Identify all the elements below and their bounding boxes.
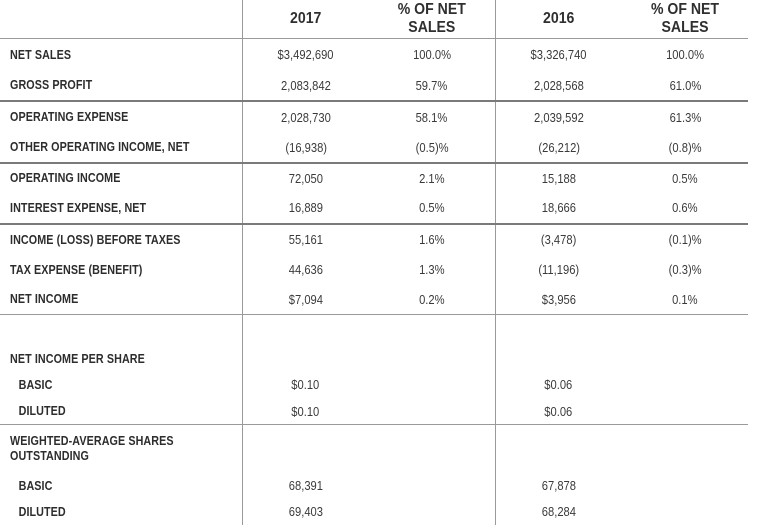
- pct-2016: 100.0%: [666, 47, 704, 63]
- pct-2017: 1.3%: [418, 262, 445, 277]
- shares-diluted-2017: 69,403: [288, 504, 323, 519]
- table-row: OTHER OPERATING INCOME, NET (16,938) (0.5)…: [0, 132, 748, 163]
- per-share-title: NET INCOME PER SHARE: [10, 351, 145, 366]
- per-share-basic-2017: $0.10: [291, 377, 320, 392]
- header-blank: [15, 0, 228, 39]
- row-label: NET INCOME: [10, 292, 79, 307]
- pct-2016: 0.5%: [672, 170, 698, 186]
- value-2017: 72,050: [288, 170, 323, 186]
- value-2017: 55,161: [288, 232, 323, 247]
- pct-2017: 100.0%: [412, 47, 451, 63]
- pct-2017: 0.2%: [418, 291, 445, 307]
- pct-2016: 61.3%: [669, 109, 701, 125]
- table-row: INTEREST EXPENSE, NET 16,889 0.5% 18,666 0.6…: [0, 192, 748, 224]
- per-share-diluted-row: DILUTED $0.10 $0.06: [0, 398, 748, 425]
- row-label: OTHER OPERATING INCOME, NET: [10, 140, 190, 154]
- pct-2016: (0.3)%: [668, 262, 702, 277]
- value-2017: 2,028,730: [280, 109, 331, 125]
- pct-2016: (0.8)%: [668, 139, 702, 155]
- pct-2016: 0.1%: [672, 291, 698, 307]
- spacer-row: [0, 314, 748, 347]
- pct-2017: 0.5%: [418, 200, 445, 215]
- header-pct-2017: % OF NET SALES: [376, 0, 488, 39]
- per-share-diluted-label: DILUTED: [18, 404, 66, 419]
- pct-2017: (0.5)%: [415, 139, 449, 155]
- row-label: GROSS PROFIT: [10, 78, 93, 92]
- pct-2016: 0.6%: [672, 200, 698, 215]
- table-row: INCOME (LOSS) BEFORE TAXES 55,161 1.6% (3,4…: [0, 222, 748, 255]
- value-2017: $3,492,690: [277, 47, 334, 63]
- table-row: NET SALES $3,492,690 100.0% $3,326,740 100.0…: [0, 38, 748, 71]
- shares-diluted-2016: 68,284: [541, 504, 576, 519]
- value-2017: 2,083,842: [280, 77, 331, 93]
- value-2016: 15,188: [541, 170, 576, 186]
- table-row: OPERATING EXPENSE 2,028,730 58.1% 2,039,592…: [0, 99, 748, 133]
- header-pct-2016: % OF NET SALES: [629, 0, 741, 39]
- value-2017: (16,938): [284, 139, 327, 155]
- row-label: INCOME (LOSS) BEFORE TAXES: [10, 232, 181, 247]
- shares-diluted-row: DILUTED 69,403 68,284: [0, 498, 748, 525]
- row-label: NET SALES: [10, 47, 72, 62]
- value-2016: 18,666: [541, 200, 576, 215]
- per-share-basic-row: BASIC $0.10 $0.06: [0, 370, 748, 399]
- per-share-diluted-2016: $0.06: [544, 403, 573, 419]
- value-2016: (26,212): [537, 139, 580, 155]
- value-2016: (3,478): [541, 232, 577, 247]
- row-label: TAX EXPENSE (BENEFIT): [10, 262, 143, 277]
- per-share-basic-label: BASIC: [18, 377, 53, 392]
- pct-2017: 58.1%: [415, 109, 448, 125]
- value-2017: 44,636: [288, 262, 323, 277]
- value-2017: $7,094: [288, 291, 323, 307]
- header-year-2017: 2017: [249, 0, 362, 39]
- shares-basic-2017: 68,391: [288, 478, 323, 493]
- table-row: NET INCOME $7,094 0.2% $3,956 0.1%: [0, 284, 748, 315]
- pct-2016: 61.0%: [669, 77, 701, 93]
- value-2016: (11,196): [538, 262, 580, 277]
- shares-title-line1: WEIGHTED-AVERAGE SHARES: [10, 433, 174, 448]
- table-row: OPERATING INCOME 72,050 2.1% 15,188 0.5%: [0, 161, 748, 193]
- value-2016: 2,028,568: [533, 77, 584, 93]
- row-label: OPERATING EXPENSE: [10, 110, 129, 124]
- shares-basic-label: BASIC: [18, 478, 53, 493]
- pct-2017: 1.6%: [418, 232, 445, 247]
- value-2017: 16,889: [288, 200, 323, 215]
- shares-basic-2016: 67,878: [541, 478, 576, 493]
- shares-title-row: WEIGHTED-AVERAGE SHARES OUTSTANDING: [0, 424, 748, 473]
- row-label: INTEREST EXPENSE, NET: [10, 200, 147, 215]
- table-row: TAX EXPENSE (BENEFIT) 44,636 1.3% (11,196) (…: [0, 254, 748, 285]
- main-rows: NET SALES $3,492,690 100.0% $3,326,740 100.0…: [0, 38, 748, 315]
- shares-title-line2: OUTSTANDING: [10, 448, 89, 463]
- shares-basic-row: BASIC 68,391 67,878: [0, 472, 748, 499]
- value-2016: $3,956: [541, 291, 576, 307]
- pct-2017: 2.1%: [418, 170, 445, 186]
- shares-diluted-label: DILUTED: [18, 504, 66, 519]
- income-statement-table: 2017 % OF NET SALES 2016 % OF NET SALES …: [0, 0, 748, 525]
- pct-2017: 59.7%: [415, 77, 448, 93]
- table-row: GROSS PROFIT 2,083,842 59.7% 2,028,568 61.0%: [0, 70, 748, 101]
- value-2016: 2,039,592: [533, 109, 584, 125]
- per-share-basic-2016: $0.06: [544, 377, 573, 392]
- row-label: OPERATING INCOME: [10, 171, 121, 185]
- header-row: 2017 % OF NET SALES 2016 % OF NET SALES: [0, 0, 748, 39]
- value-2016: $3,326,740: [530, 47, 587, 63]
- per-share-title-row: NET INCOME PER SHARE: [0, 346, 748, 371]
- pct-2016: (0.1)%: [668, 232, 702, 247]
- header-year-2016: 2016: [502, 0, 615, 39]
- per-share-diluted-2017: $0.10: [291, 403, 320, 419]
